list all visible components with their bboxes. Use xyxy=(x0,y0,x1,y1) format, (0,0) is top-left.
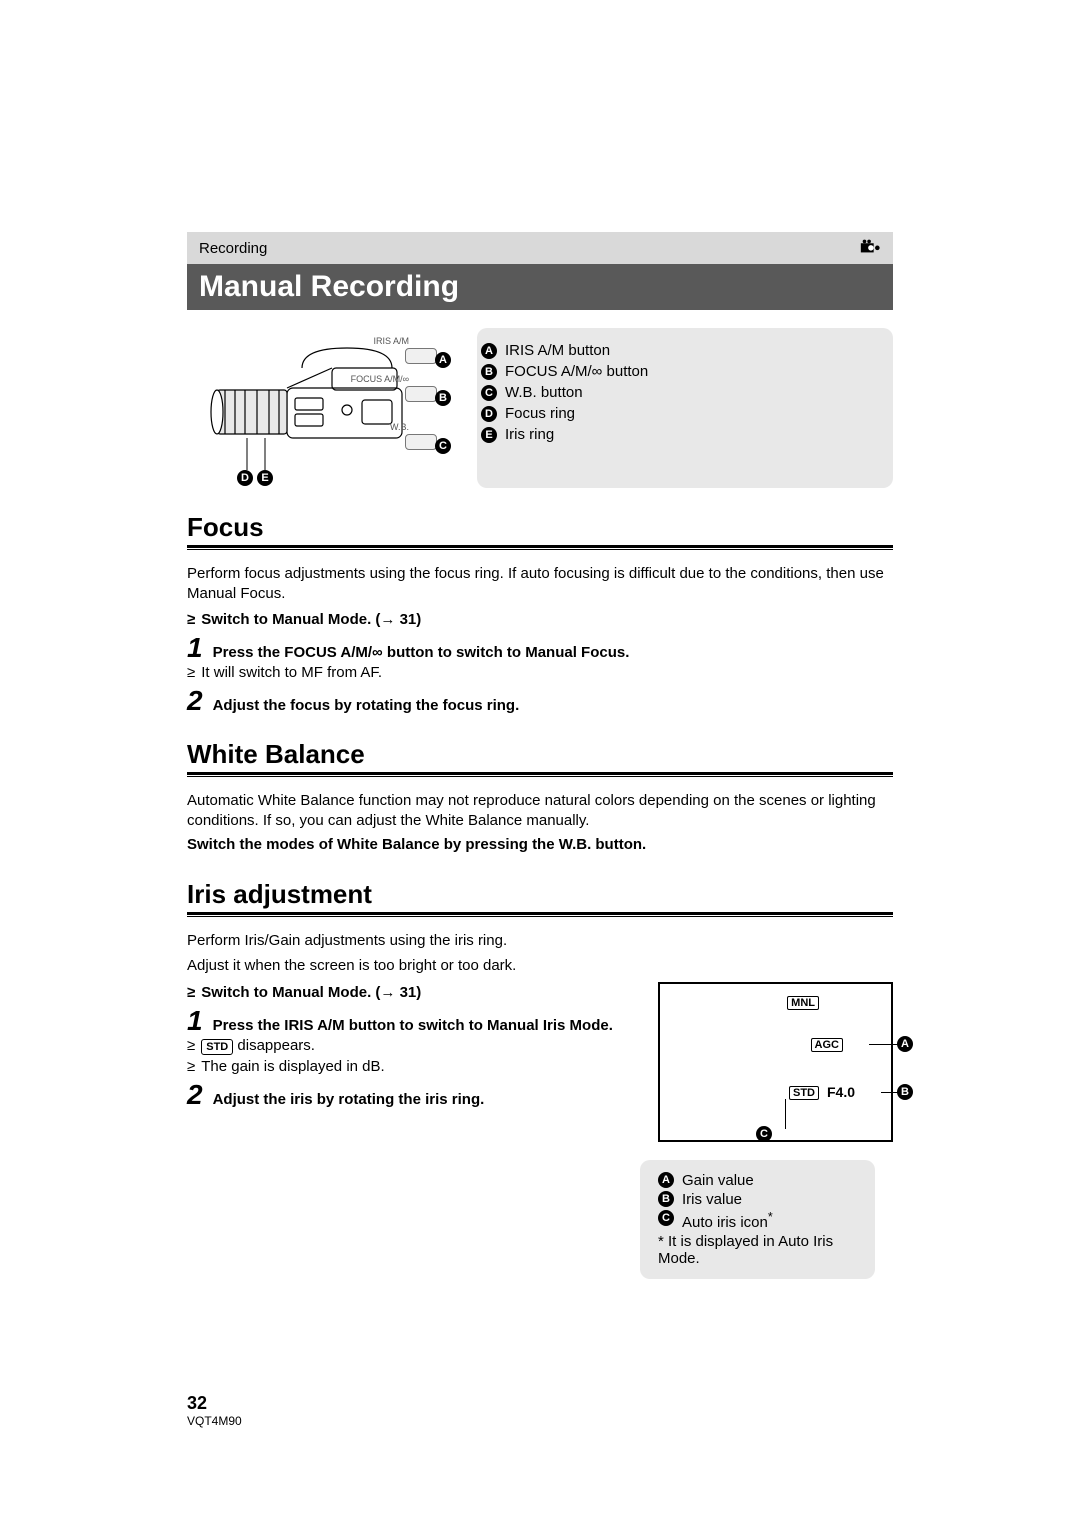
iris-btn-label: IRIS A/M xyxy=(349,336,409,346)
iris-step-1: 1 Press the IRIS A/M button to switch to… xyxy=(187,1007,628,1035)
callout-marker-b: B xyxy=(435,388,459,406)
iris-std-note: STD disappears. xyxy=(187,1035,628,1056)
focus-step1-note: It will switch to MF from AF. xyxy=(187,662,893,683)
focus-switch-mode: Switch to Manual Mode. (→ 31) xyxy=(187,609,893,630)
focus-intro: Perform focus adjustments using the focu… xyxy=(187,564,893,605)
camera-diagram-row: IRIS A/M A FOCUS A/M/∞ B W.B. C D E AIRI… xyxy=(187,328,893,488)
lcd-marker-c: C xyxy=(756,1124,780,1142)
wb-bold: Switch the modes of White Balance by pre… xyxy=(187,835,893,855)
lcd-screen-diagram: MNL AGC STD F4.0 xyxy=(658,982,893,1142)
callout-e: EIris ring xyxy=(481,426,875,443)
callout-marker-a: A xyxy=(435,350,459,368)
callout-c-text: W.B. button xyxy=(505,384,583,401)
page-footer: 32 VQT4M90 xyxy=(187,1393,242,1428)
callout-d-text: Focus ring xyxy=(505,405,575,422)
iris-button-graphic xyxy=(405,348,437,364)
callout-d: DFocus ring xyxy=(481,405,875,422)
focus-btn-label: FOCUS A/M/∞ xyxy=(329,374,409,384)
callout-c: CW.B. button xyxy=(481,384,875,401)
callout-a: AIRIS A/M button xyxy=(481,342,875,359)
wb-button-graphic xyxy=(405,434,437,450)
iris-step1-text: Press the IRIS A/M button to switch to M… xyxy=(213,1017,613,1034)
lcd-callout-c: CAuto iris icon* xyxy=(658,1210,857,1231)
iris-step-2: 2 Adjust the iris by rotating the iris r… xyxy=(187,1081,628,1109)
callout-marker-e: E xyxy=(257,468,281,486)
wb-intro: Automatic White Balance function may not… xyxy=(187,791,893,832)
callout-marker-c: C xyxy=(435,436,459,454)
mnl-indicator: MNL xyxy=(787,996,819,1010)
wb-btn-label: W.B. xyxy=(369,422,409,432)
header-bar: Recording xyxy=(187,232,893,264)
iris-intro1: Perform Iris/Gain adjustments using the … xyxy=(187,931,893,951)
breadcrumb: Recording xyxy=(199,240,267,257)
iris-heading: Iris adjustment xyxy=(187,879,893,915)
callout-panel: AIRIS A/M button BFOCUS A/M/∞ button CW.… xyxy=(477,328,893,488)
iris-switch-mode: Switch to Manual Mode. (→ 31) xyxy=(187,982,628,1003)
wb-heading: White Balance xyxy=(187,739,893,775)
lcd-callout-panel: AGain value BIris value CAuto iris icon*… xyxy=(640,1160,875,1279)
std-indicator: STD xyxy=(789,1086,819,1100)
lcd-footnote: * It is displayed in Auto Iris Mode. xyxy=(658,1233,857,1267)
focus-step-2: 2 Adjust the focus by rotating the focus… xyxy=(187,687,893,715)
std-box-icon: STD xyxy=(201,1039,233,1055)
f-value: F4.0 xyxy=(827,1084,855,1100)
callout-b-text: FOCUS A/M/∞ button xyxy=(505,363,648,380)
iris-step2-text: Adjust the iris by rotating the iris rin… xyxy=(213,1091,485,1108)
lcd-marker-a: A xyxy=(897,1034,921,1052)
lcd-callout-a: AGain value xyxy=(658,1172,857,1189)
focus-button-graphic xyxy=(405,386,437,402)
lcd-marker-b: B xyxy=(897,1082,921,1100)
page-number: 32 xyxy=(187,1393,242,1414)
doc-code: VQT4M90 xyxy=(187,1414,242,1428)
callout-e-text: Iris ring xyxy=(505,426,554,443)
camera-illustration: IRIS A/M A FOCUS A/M/∞ B W.B. C D E xyxy=(187,328,467,488)
callout-a-text: IRIS A/M button xyxy=(505,342,610,359)
focus-step1-text: Press the FOCUS A/M/∞ button to switch t… xyxy=(213,644,630,661)
iris-intro2: Adjust it when the screen is too bright … xyxy=(187,956,893,976)
iris-gain-note: The gain is displayed in dB. xyxy=(187,1056,628,1077)
page-title: Manual Recording xyxy=(187,264,893,310)
focus-heading: Focus xyxy=(187,512,893,548)
record-mode-icon xyxy=(859,238,881,258)
callout-b: BFOCUS A/M/∞ button xyxy=(481,363,875,380)
focus-step2-text: Adjust the focus by rotating the focus r… xyxy=(213,697,520,714)
lcd-callout-b: BIris value xyxy=(658,1191,857,1208)
focus-step-1: 1 Press the FOCUS A/M/∞ button to switch… xyxy=(187,634,893,662)
agc-indicator: AGC xyxy=(811,1038,843,1052)
